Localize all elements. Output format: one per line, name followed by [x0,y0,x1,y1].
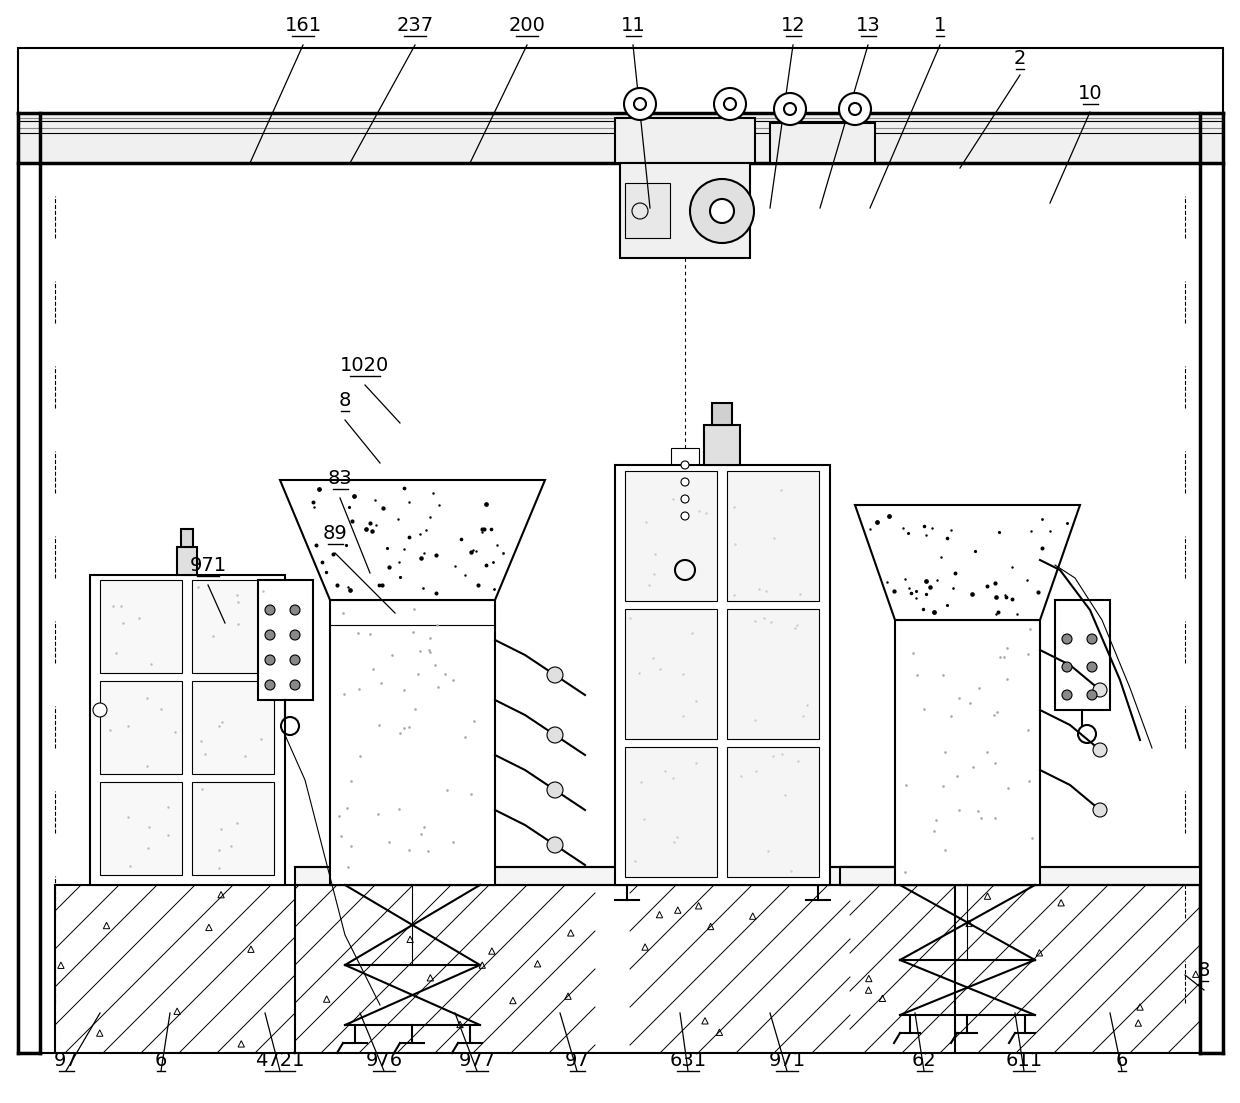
Bar [727,471,818,601]
Circle shape [265,681,275,690]
Text: 200: 200 [508,17,546,35]
Bar [615,465,830,885]
Circle shape [784,103,796,115]
Text: 237: 237 [397,17,434,35]
Bar [19,113,1223,163]
Circle shape [1087,634,1097,644]
Circle shape [1061,662,1073,672]
Text: 1020: 1020 [340,356,389,375]
Text: 89: 89 [322,524,347,543]
Bar [100,580,182,673]
Polygon shape [280,480,546,600]
Circle shape [1061,690,1073,700]
Bar [625,183,670,238]
Circle shape [93,703,107,717]
Bar [704,425,740,465]
Bar [727,747,818,877]
Text: 611: 611 [1006,1051,1043,1070]
Bar [620,163,750,258]
Text: 11: 11 [621,17,645,35]
Bar [91,575,285,885]
Text: 1: 1 [934,17,946,35]
Circle shape [774,93,806,125]
Text: 971: 971 [190,556,227,575]
Circle shape [290,681,300,690]
Text: 62: 62 [911,1051,936,1070]
Text: 13: 13 [856,17,880,35]
Text: 2: 2 [1014,49,1027,68]
Text: 971: 971 [769,1051,806,1070]
Circle shape [1092,743,1107,757]
Circle shape [1061,634,1073,644]
Circle shape [547,837,563,853]
Bar [192,580,274,673]
Circle shape [724,98,737,110]
Text: 6: 6 [1116,1051,1128,1070]
Circle shape [849,103,861,115]
Text: 10: 10 [1078,84,1102,103]
Bar [615,118,755,163]
Text: 8: 8 [339,390,351,410]
Circle shape [681,495,689,503]
Circle shape [711,199,734,223]
Bar [727,609,818,739]
Bar [770,124,875,163]
Bar [330,600,495,885]
Circle shape [290,655,300,665]
Text: 976: 976 [366,1051,403,1070]
Circle shape [1087,690,1097,700]
Bar [671,448,699,528]
Bar [192,782,274,875]
Circle shape [547,727,563,743]
Circle shape [689,179,754,243]
Bar [712,403,732,425]
Text: 977: 977 [459,1051,496,1070]
Circle shape [1087,662,1097,672]
Circle shape [265,606,275,615]
Bar [839,867,1200,885]
Circle shape [290,606,300,615]
Bar [181,529,193,547]
Circle shape [290,630,300,640]
Polygon shape [856,505,1080,620]
Circle shape [634,98,646,110]
Text: 97: 97 [53,1051,78,1070]
Text: 631: 631 [670,1051,707,1070]
Bar [177,547,197,575]
Text: 12: 12 [781,17,805,35]
Circle shape [547,782,563,797]
Bar [100,681,182,774]
Bar [625,747,717,877]
Bar [295,867,955,885]
Circle shape [714,88,746,120]
Text: 97: 97 [564,1051,589,1070]
Bar [1055,600,1110,710]
Bar [625,609,717,739]
Text: 6: 6 [155,1051,167,1070]
Circle shape [1092,683,1107,697]
Circle shape [547,667,563,683]
Bar [258,580,312,700]
Bar [895,620,1040,885]
Bar [100,782,182,875]
Circle shape [1092,803,1107,817]
Circle shape [265,630,275,640]
Text: 8: 8 [1198,961,1210,979]
Circle shape [624,88,656,120]
Text: 4721: 4721 [255,1051,305,1070]
Circle shape [839,93,870,125]
Circle shape [681,461,689,469]
Bar [192,681,274,774]
Circle shape [265,655,275,665]
Text: 161: 161 [284,17,321,35]
Bar [625,471,717,601]
Circle shape [681,478,689,486]
Text: 83: 83 [327,469,352,488]
Circle shape [681,512,689,520]
